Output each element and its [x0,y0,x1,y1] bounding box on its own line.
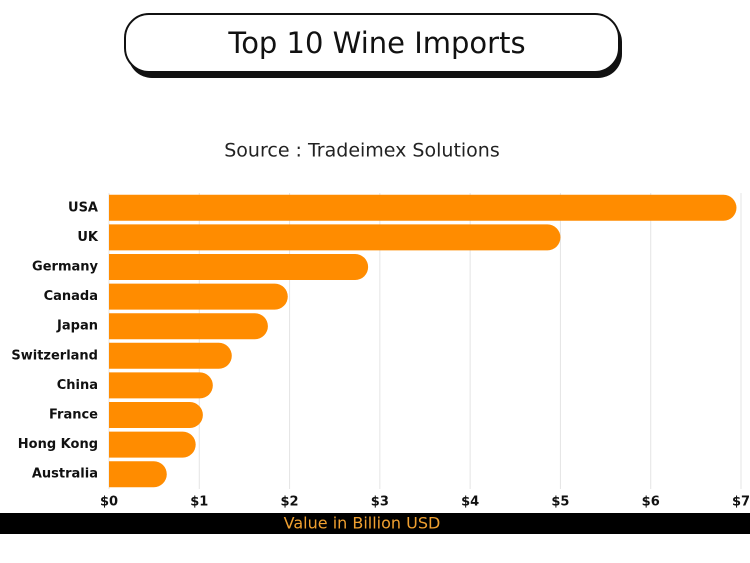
x-label-band [0,513,750,534]
bar [109,313,268,340]
y-tick-label: China [57,378,98,393]
bar [109,283,288,310]
chart-title: Top 10 Wine Imports [227,26,525,60]
x-axis-label: Value in Billion USD [284,514,441,533]
x-tick-label: $6 [642,495,660,510]
x-tick-label: $3 [371,495,389,510]
x-tick-label: $5 [551,495,569,510]
y-tick-label: Japan [56,319,98,334]
bar [109,224,561,251]
x-tick-label: $7 [732,495,750,510]
bar [109,254,369,280]
y-tick-label: Hong Kong [18,437,98,452]
bar [109,402,203,428]
y-tick-label: Germany [32,260,98,275]
y-tick-label: USA [68,200,98,215]
x-tick-label: $2 [281,495,299,510]
y-tick-label: Canada [44,289,98,304]
bar [109,461,167,488]
bar [109,431,196,458]
y-tick-label: France [49,408,98,423]
y-tick-label: Australia [32,467,98,482]
x-tick-label: $0 [100,495,118,510]
y-tick-label: UK [77,230,99,245]
title-box [124,13,620,73]
bar [109,342,232,369]
y-tick-label: Switzerland [11,348,98,363]
chart-subtitle: Source : Tradeimex Solutions [224,140,499,162]
x-tick-label: $1 [190,495,208,510]
x-tick-label: $4 [461,495,479,510]
bar [109,372,213,399]
bar [109,194,737,221]
